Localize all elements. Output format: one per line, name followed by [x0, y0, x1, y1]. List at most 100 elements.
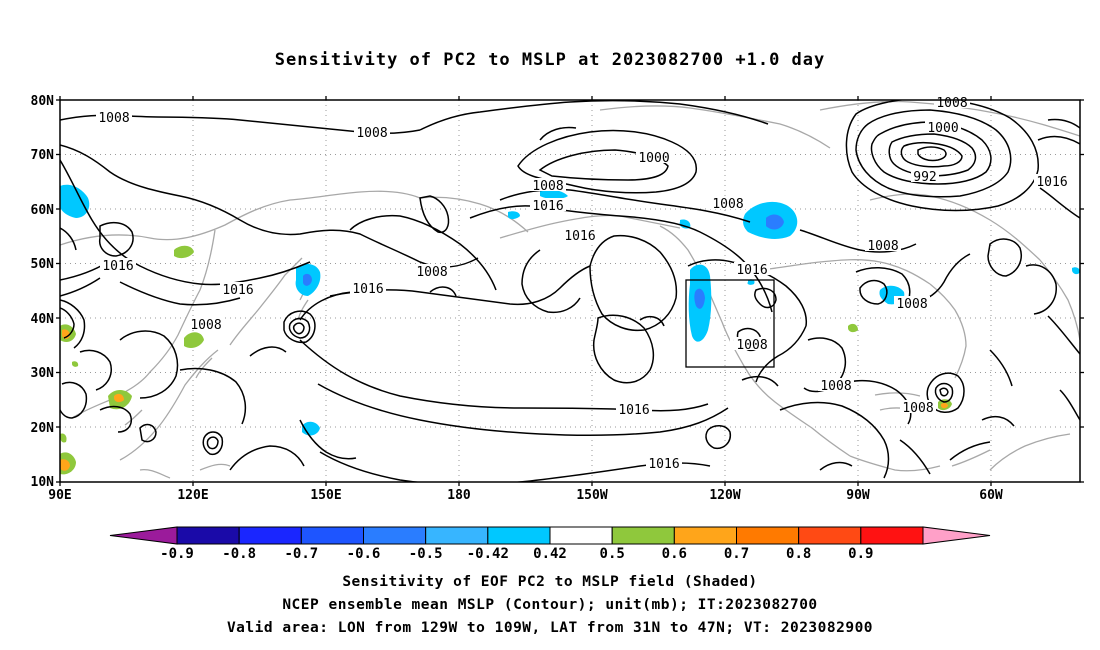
colorbar-label: -0.8 — [222, 546, 256, 562]
lon-label-150e: 150E — [310, 488, 341, 503]
contour-label: 1016 — [530, 198, 566, 214]
contour-label-text: 1016 — [648, 457, 679, 472]
contour-label: 1016 — [1034, 174, 1070, 190]
lon-label-90e: 90E — [48, 488, 71, 503]
contour-label: 1016 — [100, 258, 136, 274]
colorbar-swatch — [176, 526, 240, 545]
colorbar: -0.9 -0.8 -0.7 -0.6 -0.5 -0.42 0.42 0.5 0.6 0.7 0.… — [109, 526, 991, 562]
contour-label: 1008 — [710, 196, 746, 212]
colorbar-label: -0.9 — [160, 546, 194, 562]
contour-label-text: 1008 — [736, 338, 767, 353]
contour-label-text: 1008 — [98, 111, 129, 126]
colorbar-label: -0.7 — [284, 546, 318, 562]
lon-label-150w: 150W — [576, 488, 607, 503]
shade-neg-west-pacific-edge — [60, 184, 90, 218]
contour-label-text: 1008 — [896, 297, 927, 312]
colorbar-label: 0.6 — [662, 546, 687, 562]
axis-ticks — [56, 96, 1084, 486]
contour-label-text: 992 — [913, 170, 936, 185]
contour-label: 1008 — [530, 178, 566, 194]
latitude-labels: 80N 70N 60N 50N 40N 30N 20N 10N — [31, 94, 55, 490]
contour-label-text: 1008 — [416, 265, 447, 280]
caption-line-1: Sensitivity of EOF PC2 to MSLP field (Sh… — [342, 574, 758, 590]
longitude-labels: 90E 120E 150E 180 150W 120W 90W 60W — [48, 488, 1003, 503]
contour-label-text: 1008 — [356, 126, 387, 141]
shade-pos-sw-edge-core — [60, 459, 70, 471]
map-border — [59, 99, 1081, 483]
colorbar-label: 0.42 — [533, 546, 567, 562]
contour-label: 1008 — [188, 317, 224, 333]
contour-label-text: 1016 — [222, 283, 253, 298]
contour-label: 1016 — [350, 281, 386, 297]
mslp-contours — [60, 100, 1080, 482]
contour-label: 1008 — [865, 238, 901, 254]
shade-pos-china-north — [174, 245, 194, 259]
shade-neg-us-west-coast-core — [694, 288, 705, 309]
colorbar-label: -0.5 — [409, 546, 443, 562]
colorbar-label: -0.42 — [467, 546, 509, 562]
contour-label: 1016 — [734, 262, 770, 278]
contour-label: 1000 — [636, 150, 672, 166]
shade-pos-south-china-core — [114, 393, 124, 403]
colorbar-swatch — [549, 526, 613, 545]
lon-label-180: 180 — [447, 488, 471, 503]
shade-neg-gulf-alaska-1 — [508, 211, 520, 219]
contour-label: 1016 — [616, 402, 652, 418]
contour-label: 1008 — [734, 337, 770, 353]
colorbar-swatch — [487, 526, 551, 545]
colorbar-swatch — [736, 526, 800, 545]
colorbar-label: -0.6 — [347, 546, 381, 562]
contour-label-text: 1008 — [902, 401, 933, 416]
contour-label-text: 1000 — [638, 151, 669, 166]
contour-label: 1000 — [925, 120, 961, 136]
contour-label-text: 1016 — [102, 259, 133, 274]
contour-label: 1008 — [818, 378, 854, 394]
contour-label: 1016 — [220, 282, 256, 298]
contour-label-text: 1008 — [867, 239, 898, 254]
lon-label-120e: 120E — [177, 488, 208, 503]
colorbar-swatch — [860, 526, 924, 545]
shade-neg-hudson-core — [766, 214, 784, 230]
contour-label: 1008 — [354, 125, 390, 141]
lon-label-90w: 90W — [846, 488, 870, 503]
colorbar-swatch — [363, 526, 427, 545]
colorbar-label: 0.5 — [600, 546, 625, 562]
shade-pos-atlantic-hurricane-core — [941, 402, 948, 409]
lat-label-60n: 60N — [31, 203, 55, 218]
caption-line-2: NCEP ensemble mean MSLP (Contour); unit(… — [282, 597, 818, 613]
map-frame-bg — [60, 100, 1080, 482]
colorbar-swatch — [673, 526, 737, 545]
contour-label-text: 1016 — [532, 199, 563, 214]
shade-pos-sw-edge-2 — [60, 433, 67, 443]
contour-label: 1008 — [96, 110, 132, 126]
shade-pos-small-1 — [72, 361, 79, 367]
colorbar-swatch — [425, 526, 489, 545]
lat-label-30n: 30N — [31, 366, 55, 381]
lon-label-120w: 120W — [709, 488, 740, 503]
map-title: Sensitivity of PC2 to MSLP at 2023082700… — [274, 50, 826, 70]
lat-label-10n: 10N — [31, 475, 55, 490]
colorbar-swatch — [300, 526, 365, 545]
shade-neg-kamchatka-core — [303, 273, 312, 286]
contour-label: 1016 — [562, 228, 598, 244]
contour-label: 1008 — [900, 400, 936, 416]
contour-label-text: 1008 — [532, 179, 563, 194]
contour-label-text: 1008 — [820, 379, 851, 394]
shade-neg-aleutians — [540, 189, 568, 199]
contour-label-text: 1016 — [736, 263, 767, 278]
colorbar-label: 0.9 — [848, 546, 873, 562]
sensitivity-shading — [60, 184, 1080, 475]
lat-label-50n: 50N — [31, 257, 55, 272]
contour-label-text: 1008 — [936, 96, 967, 111]
contour-label: 1008 — [894, 296, 930, 312]
colorbar-swatch — [109, 526, 178, 545]
shade-neg-east-canada — [1072, 267, 1080, 275]
contour-label-text: 1016 — [564, 229, 595, 244]
colorbar-swatch — [238, 526, 302, 545]
lat-label-80n: 80N — [31, 94, 55, 109]
lat-label-20n: 20N — [31, 421, 55, 436]
lat-label-70n: 70N — [31, 148, 55, 163]
contour-label: 992 — [911, 169, 939, 185]
contour-label: 1008 — [934, 95, 970, 111]
